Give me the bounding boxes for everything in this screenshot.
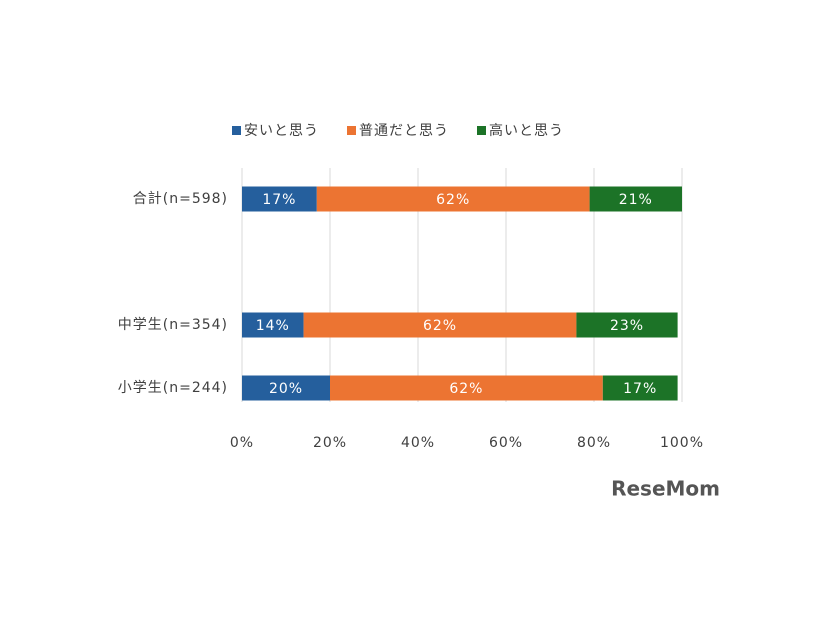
y-tick-label: 中学生(n=354): [118, 317, 228, 333]
legend-label: 普通だと思う: [359, 123, 449, 139]
value-label: 23%: [610, 318, 644, 334]
value-label: 62%: [436, 192, 470, 208]
bar-segment: [330, 375, 603, 401]
x-tick-label: 0%: [230, 435, 254, 451]
legend-swatch: [232, 126, 241, 135]
bar-segment: [242, 375, 330, 401]
bar-segment: [589, 186, 682, 212]
legend-label: 安いと思う: [244, 123, 319, 139]
y-tick-label: 小学生(n=244): [118, 380, 228, 396]
bar-segment: [602, 375, 678, 401]
y-tick-label: 合計(n=598): [133, 191, 228, 207]
legend-swatch: [347, 126, 356, 135]
bar-segment: [242, 312, 304, 338]
legend-swatch: [477, 126, 486, 135]
x-tick-label: 60%: [489, 435, 523, 451]
value-label: 17%: [262, 192, 296, 208]
bar-segment: [316, 186, 590, 212]
x-tick-label: 80%: [577, 435, 611, 451]
value-label: 14%: [256, 318, 290, 334]
value-label: 62%: [449, 381, 483, 397]
watermark: ReseMom: [611, 477, 720, 501]
x-tick-label: 40%: [401, 435, 435, 451]
bar-segment: [242, 186, 317, 212]
bar-segment: [303, 312, 577, 338]
value-label: 21%: [619, 192, 653, 208]
value-label: 62%: [423, 318, 457, 334]
value-label: 17%: [623, 381, 657, 397]
bar-segment: [576, 312, 678, 338]
value-label: 20%: [269, 381, 303, 397]
x-tick-label: 20%: [313, 435, 347, 451]
x-tick-label: 100%: [660, 435, 704, 451]
legend-label: 高いと思う: [489, 122, 564, 139]
